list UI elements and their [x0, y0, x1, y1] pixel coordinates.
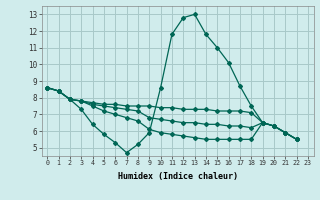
X-axis label: Humidex (Indice chaleur): Humidex (Indice chaleur) — [118, 172, 237, 181]
